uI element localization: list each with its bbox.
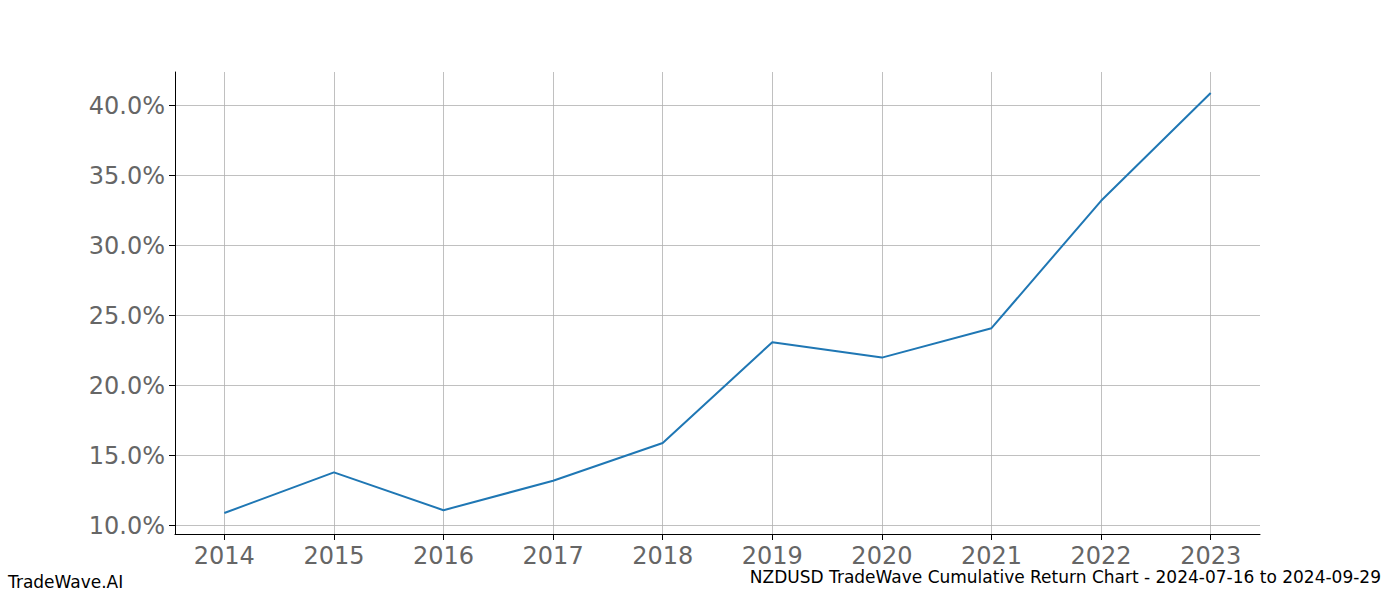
svg-text:2018: 2018 [632, 542, 693, 570]
svg-text:TradeWave.AI: TradeWave.AI [7, 572, 123, 592]
svg-text:25.0%: 25.0% [89, 302, 165, 330]
svg-text:2015: 2015 [303, 542, 364, 570]
svg-text:40.0%: 40.0% [89, 92, 165, 120]
svg-text:2023: 2023 [1180, 542, 1242, 570]
svg-text:10.0%: 10.0% [89, 512, 165, 540]
svg-text:NZDUSD TradeWave Cumulative Re: NZDUSD TradeWave Cumulative Return Chart… [750, 567, 1381, 587]
svg-text:2016: 2016 [413, 542, 474, 570]
svg-text:30.0%: 30.0% [89, 232, 165, 260]
svg-text:2021: 2021 [961, 542, 1022, 570]
svg-text:2019: 2019 [741, 542, 803, 570]
svg-text:2017: 2017 [523, 542, 584, 570]
svg-text:15.0%: 15.0% [89, 442, 165, 470]
svg-text:2014: 2014 [194, 542, 255, 570]
svg-text:20.0%: 20.0% [89, 372, 165, 400]
svg-text:35.0%: 35.0% [89, 162, 165, 190]
svg-text:2020: 2020 [851, 542, 913, 570]
svg-text:2022: 2022 [1070, 542, 1132, 570]
